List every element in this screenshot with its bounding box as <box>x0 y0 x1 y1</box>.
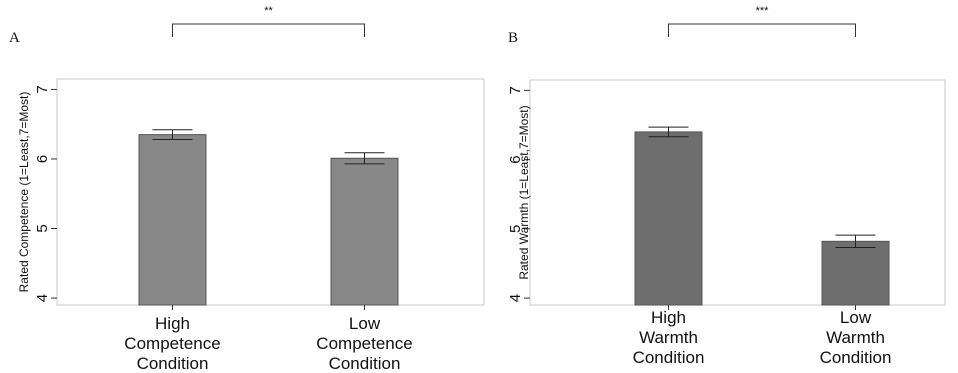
error-bar <box>344 152 385 165</box>
error-bar <box>152 129 193 140</box>
plot-frame <box>56 78 485 306</box>
x-category-label: Warmth <box>826 328 885 347</box>
y-tick-label: 6 <box>34 155 51 163</box>
x-category-label: Condition <box>137 354 209 373</box>
significance-bracket <box>172 23 365 37</box>
significance-label: *** <box>756 5 770 17</box>
y-tick-label: 7 <box>507 86 524 94</box>
x-category-label: Competence <box>124 334 220 353</box>
significance-bracket <box>668 23 856 37</box>
x-category-label: Low <box>349 314 381 333</box>
panel-letter: B <box>508 30 518 46</box>
bar <box>821 240 890 306</box>
x-category-label: Condition <box>633 348 705 367</box>
x-category-label: Condition <box>329 354 401 373</box>
bar <box>634 131 703 306</box>
panel-letter: A <box>9 30 20 46</box>
x-category-label: Competence <box>316 334 412 353</box>
y-tick-label: 4 <box>34 294 51 302</box>
x-category-label: High <box>651 308 686 327</box>
y-tick-label: 5 <box>507 225 524 233</box>
significance-label: ** <box>264 5 273 17</box>
y-axis-title: Rated Warmth (1=Least,7=Most) <box>517 105 531 279</box>
error-bar <box>648 126 689 138</box>
y-axis-title: Rated Competence (1=Least,7=Most) <box>17 92 31 293</box>
x-category-label: High <box>155 314 190 333</box>
y-tick-label: 4 <box>507 294 524 302</box>
error-bar <box>835 234 876 249</box>
y-tick-label: 6 <box>507 155 524 163</box>
bar <box>330 157 399 306</box>
y-tick-label: 7 <box>34 85 51 93</box>
x-category-label: Condition <box>820 348 892 367</box>
x-category-label: Warmth <box>639 328 698 347</box>
y-tick-label: 5 <box>34 224 51 232</box>
bar <box>138 134 207 306</box>
plot-frame <box>529 79 946 306</box>
x-category-label: Low <box>840 308 872 327</box>
